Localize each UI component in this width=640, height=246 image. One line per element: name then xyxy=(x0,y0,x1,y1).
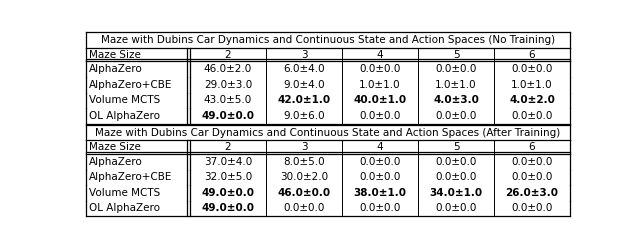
Text: AlphaZero: AlphaZero xyxy=(89,64,143,74)
Text: 0.0±0.0: 0.0±0.0 xyxy=(359,157,401,167)
Text: 0.0±0.0: 0.0±0.0 xyxy=(359,111,401,121)
Text: 1.0±1.0: 1.0±1.0 xyxy=(435,80,477,90)
Text: Maze with Dubins Car Dynamics and Continuous State and Action Spaces (No Trainin: Maze with Dubins Car Dynamics and Contin… xyxy=(101,35,555,45)
Text: 4.0±2.0: 4.0±2.0 xyxy=(509,95,555,105)
Text: 0.0±0.0: 0.0±0.0 xyxy=(511,64,553,74)
Text: Maze Size: Maze Size xyxy=(89,142,141,152)
Text: 0.0±0.0: 0.0±0.0 xyxy=(511,172,553,182)
Text: 1.0±1.0: 1.0±1.0 xyxy=(511,80,553,90)
Text: 6: 6 xyxy=(529,142,535,152)
Text: 2: 2 xyxy=(225,142,231,152)
Text: 49.0±0.0: 49.0±0.0 xyxy=(202,188,255,198)
Text: 49.0±0.0: 49.0±0.0 xyxy=(202,203,255,213)
Text: 0.0±0.0: 0.0±0.0 xyxy=(359,203,401,213)
Text: 0.0±0.0: 0.0±0.0 xyxy=(359,172,401,182)
Text: 9.0±6.0: 9.0±6.0 xyxy=(284,111,325,121)
Text: 5: 5 xyxy=(452,142,460,152)
Text: AlphaZero+CBE: AlphaZero+CBE xyxy=(89,80,172,90)
Text: OL AlphaZero: OL AlphaZero xyxy=(89,111,160,121)
Text: 8.0±5.0: 8.0±5.0 xyxy=(284,157,325,167)
Text: Volume MCTS: Volume MCTS xyxy=(89,95,160,105)
Text: 38.0±1.0: 38.0±1.0 xyxy=(353,188,406,198)
Text: 0.0±0.0: 0.0±0.0 xyxy=(511,157,553,167)
Text: 30.0±2.0: 30.0±2.0 xyxy=(280,172,328,182)
Text: 4: 4 xyxy=(377,142,383,152)
Text: 29.0±3.0: 29.0±3.0 xyxy=(204,80,252,90)
Text: 4: 4 xyxy=(377,50,383,60)
Text: 43.0±5.0: 43.0±5.0 xyxy=(204,95,252,105)
Text: 0.0±0.0: 0.0±0.0 xyxy=(435,157,477,167)
Text: 46.0±2.0: 46.0±2.0 xyxy=(204,64,252,74)
Text: 0.0±0.0: 0.0±0.0 xyxy=(359,64,401,74)
Text: 0.0±0.0: 0.0±0.0 xyxy=(284,203,324,213)
Text: 26.0±3.0: 26.0±3.0 xyxy=(506,188,559,198)
Text: 0.0±0.0: 0.0±0.0 xyxy=(435,172,477,182)
Text: 6: 6 xyxy=(529,50,535,60)
Text: Maze with Dubins Car Dynamics and Continuous State and Action Spaces (After Trai: Maze with Dubins Car Dynamics and Contin… xyxy=(95,128,561,138)
Text: 3: 3 xyxy=(301,142,307,152)
Text: 5: 5 xyxy=(452,50,460,60)
Text: OL AlphaZero: OL AlphaZero xyxy=(89,203,160,213)
Text: 0.0±0.0: 0.0±0.0 xyxy=(511,203,553,213)
Text: AlphaZero+CBE: AlphaZero+CBE xyxy=(89,172,172,182)
Text: 0.0±0.0: 0.0±0.0 xyxy=(435,111,477,121)
Text: 49.0±0.0: 49.0±0.0 xyxy=(202,111,255,121)
Text: 9.0±4.0: 9.0±4.0 xyxy=(284,80,325,90)
Text: AlphaZero: AlphaZero xyxy=(89,157,143,167)
Text: 3: 3 xyxy=(301,50,307,60)
Text: 46.0±0.0: 46.0±0.0 xyxy=(278,188,331,198)
Text: 1.0±1.0: 1.0±1.0 xyxy=(359,80,401,90)
Text: 0.0±0.0: 0.0±0.0 xyxy=(435,64,477,74)
Text: 34.0±1.0: 34.0±1.0 xyxy=(429,188,483,198)
Text: 2: 2 xyxy=(225,50,231,60)
Text: Maze Size: Maze Size xyxy=(89,50,141,60)
Text: 42.0±1.0: 42.0±1.0 xyxy=(278,95,331,105)
Text: 6.0±4.0: 6.0±4.0 xyxy=(284,64,325,74)
Text: 32.0±5.0: 32.0±5.0 xyxy=(204,172,252,182)
Text: 37.0±4.0: 37.0±4.0 xyxy=(204,157,252,167)
Text: 40.0±1.0: 40.0±1.0 xyxy=(353,95,406,105)
Text: 0.0±0.0: 0.0±0.0 xyxy=(511,111,553,121)
Text: Volume MCTS: Volume MCTS xyxy=(89,188,160,198)
Text: 0.0±0.0: 0.0±0.0 xyxy=(435,203,477,213)
Text: 4.0±3.0: 4.0±3.0 xyxy=(433,95,479,105)
